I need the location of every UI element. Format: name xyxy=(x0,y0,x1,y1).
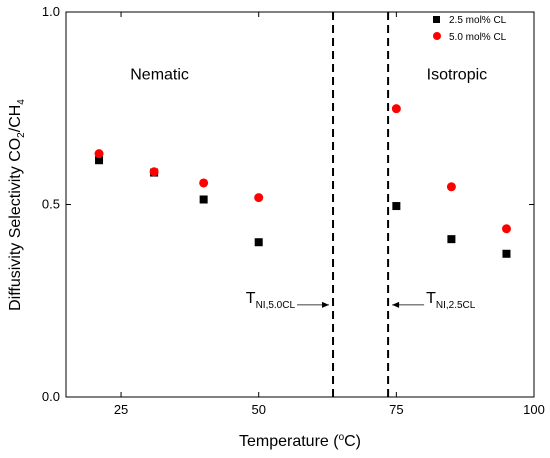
legend-marker-circle xyxy=(433,32,441,40)
x-tick-label: 75 xyxy=(389,402,403,417)
legend-label-5.0: 5.0 mol% CL xyxy=(449,32,507,43)
x-tick-label: 50 xyxy=(251,402,265,417)
annotations: TNI,5.0CL TNI,2.5CL xyxy=(246,290,476,311)
point-5.0-mol xyxy=(254,193,264,203)
point-2.5-mol xyxy=(447,235,456,244)
arrow-head xyxy=(322,301,330,308)
y-axis-title: Diffusivity Selectivity CO2/CH4 xyxy=(7,99,27,311)
point-5.0-mol xyxy=(446,182,456,192)
x-tick-label: 100 xyxy=(523,402,545,417)
transition-lines xyxy=(332,12,390,397)
annotation-label: TNI,2.5CL xyxy=(426,290,476,311)
y-tick-label: 0.5 xyxy=(42,197,60,212)
legend: 2.5 mol% CL 5.0 mol% CL xyxy=(433,15,507,43)
point-2.5-mol xyxy=(95,156,104,165)
point-2.5-mol xyxy=(254,238,263,247)
annotation-label: TNI,5.0CL xyxy=(246,290,296,311)
point-5.0-mol xyxy=(149,167,159,177)
point-2.5-mol xyxy=(392,202,401,211)
point-5.0-mol xyxy=(199,178,209,188)
legend-label-2.5: 2.5 mol% CL xyxy=(449,15,507,26)
arrow-head xyxy=(392,301,400,308)
region-label-nematic: Nematic xyxy=(130,67,189,84)
y-tick-label: 0.0 xyxy=(42,389,60,404)
point-5.0-mol xyxy=(391,104,401,114)
region-label-isotropic: Isotropic xyxy=(427,67,487,84)
legend-marker-square xyxy=(433,16,440,23)
x-tick-label: 25 xyxy=(114,402,128,417)
point-2.5-mol xyxy=(502,249,511,258)
axis-ticks: 25 50 75 100 0.0 0.5 1.0 xyxy=(42,4,545,417)
point-5.0-mol xyxy=(94,149,104,159)
y-tick-label: 1.0 xyxy=(42,4,60,19)
point-5.0-mol xyxy=(501,224,511,234)
point-2.5-mol xyxy=(199,195,208,204)
x-axis-title: Temperature (oC) xyxy=(239,432,361,450)
data-points xyxy=(94,104,511,258)
